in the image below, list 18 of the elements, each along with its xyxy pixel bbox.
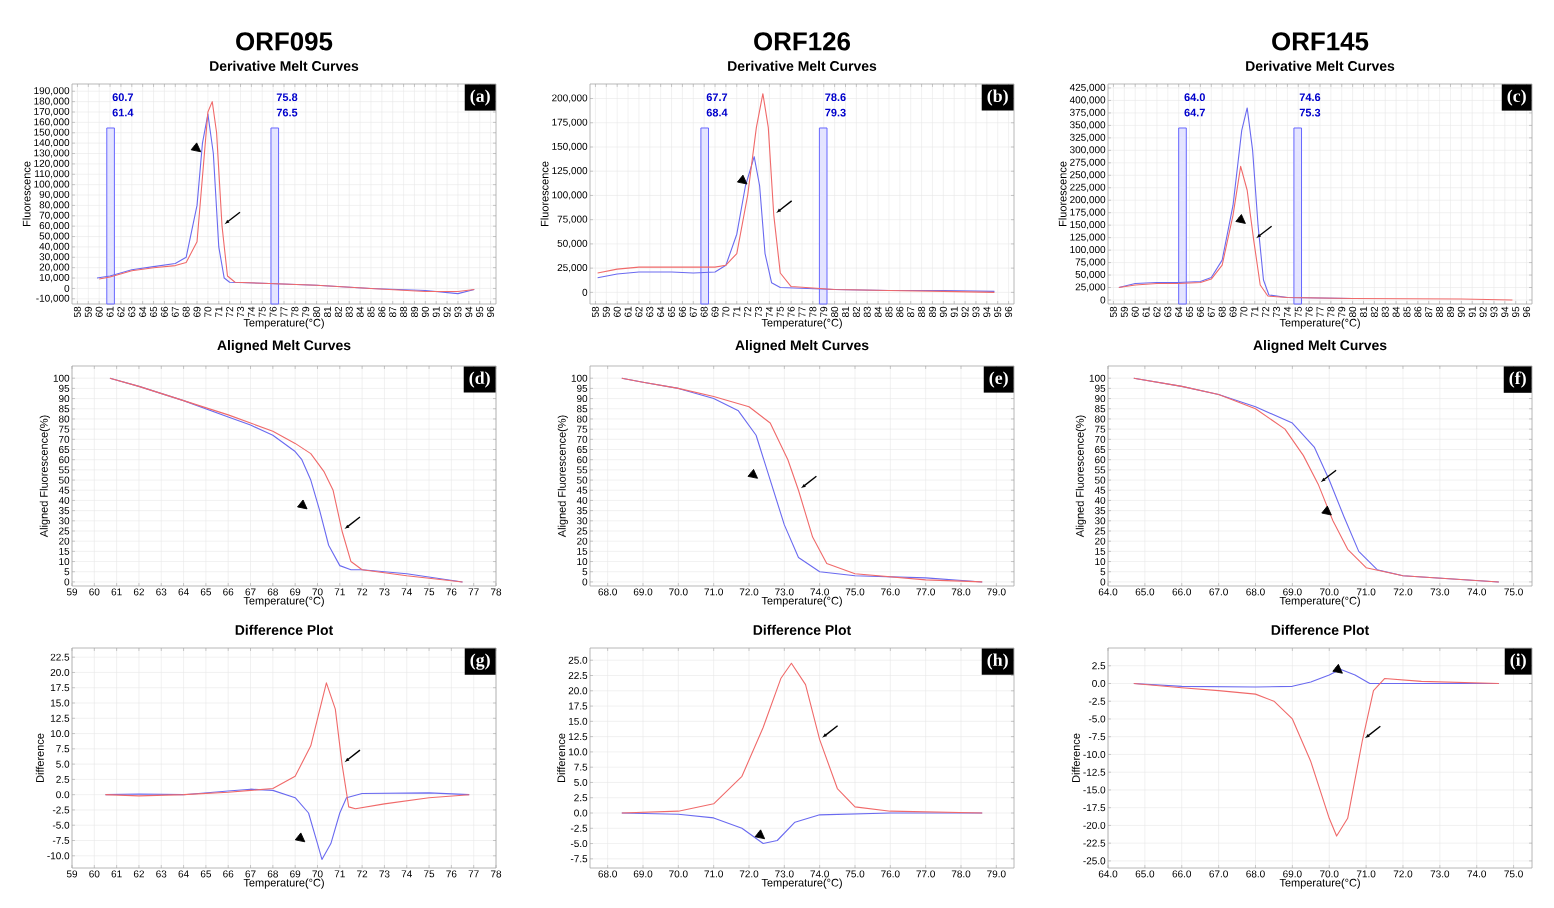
line-series	[1133, 377, 1500, 583]
annotation: (b)	[987, 89, 1008, 106]
annotation: (i)	[1510, 653, 1526, 670]
line-series	[621, 662, 983, 814]
line-series	[109, 377, 464, 583]
annotation: (g)	[470, 653, 490, 670]
annotation: (h)	[987, 653, 1008, 670]
text: ORF145	[1272, 32, 1369, 51]
annotation: (e)	[989, 371, 1008, 388]
line-series	[1118, 165, 1513, 301]
line-series	[104, 682, 470, 810]
text: ORF126	[754, 32, 851, 51]
annotation: (f)	[1509, 371, 1526, 388]
annotation: (d)	[469, 371, 490, 388]
text: ORF095	[236, 32, 333, 51]
line-series	[1133, 677, 1500, 837]
annotation: (c)	[1507, 89, 1526, 106]
annotation: (a)	[470, 89, 490, 106]
